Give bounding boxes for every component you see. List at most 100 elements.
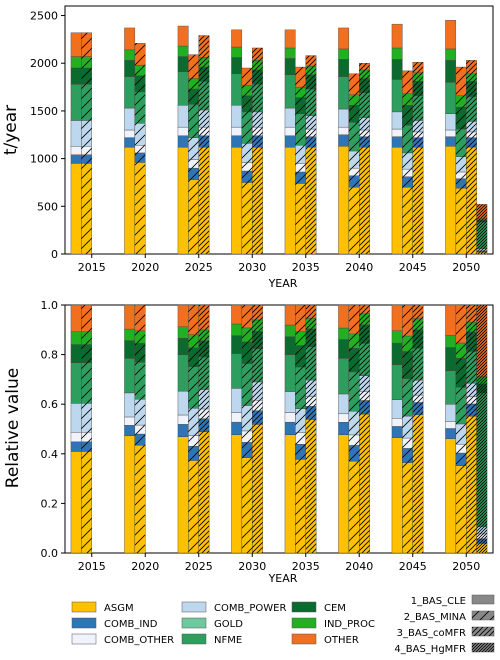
bar-segment-asgm [231,146,243,255]
legend-scenario-hatch [472,643,494,652]
bar-hatch [252,400,263,411]
legend-swatch-ind_proc [291,617,317,629]
bar-hatch [466,403,477,417]
bar-hatch [241,430,253,443]
bar-segment-cem [231,335,243,354]
y-tick-label: 2500 [30,10,58,23]
bar-segment-nfme [231,353,243,389]
bar-hatch [455,305,467,343]
bar-segment-comb_ind [391,426,403,438]
bar-hatch [81,403,92,433]
bar-segment-ind_proc [177,326,189,339]
bar-segment-nfme [284,354,296,392]
x-tick-label: 2015 [78,261,106,274]
legend-scenario-hatch [472,627,494,636]
bar-segment-asgm [124,435,136,554]
bar-segment-other [284,304,296,326]
bar-segment-other [70,304,82,332]
bar-hatch [455,129,467,157]
bar-hatch [198,35,210,58]
bar-segment-comb_power [284,107,296,128]
bar-segment-ind_proc [177,45,189,57]
absolute-emissions-panel: 0 500 1000 1500 2000 2500 2015 2020 2025 2030 2035… [30,5,494,274]
bar-hatch [455,342,467,359]
bar-segment-cem [231,57,243,74]
bar-segment-nfme [338,76,350,110]
bar-segment-asgm [284,146,296,255]
bar-hatch [455,171,467,179]
bar-segment-ind_proc [231,323,243,336]
bar-hatch [466,305,477,323]
legend-label: NFME [214,635,242,646]
x-tick-label: 2030 [238,261,266,274]
bar-segment-cem [284,336,296,355]
bar-hatch [198,340,210,357]
bar-hatch [252,319,263,332]
bar-hatch [198,109,210,128]
x-tick-label: 2035 [292,560,320,573]
legend-label: CEM [324,603,346,614]
legend-label: COMB_IND [104,619,158,630]
bar-hatch [359,63,370,70]
bar-hatch [188,460,199,553]
bar-hatch [348,305,360,334]
bar-segment-cem [177,338,189,356]
bar-segment-asgm [70,451,82,554]
bar-segment-nfme [391,364,403,400]
bar-hatch [412,62,424,73]
bar-hatch [402,462,413,553]
x-tick-label: 2040 [345,261,373,274]
bar-segment-comb_other [124,129,136,138]
bar-segment-cem [445,60,457,83]
bar-hatch [241,68,253,86]
bar-hatch [81,84,92,121]
bar-segment-cem [445,347,457,371]
bar-hatch [455,465,467,553]
bar-hatch [241,182,253,254]
bar-segment-comb_power [284,391,296,413]
bar-hatch [252,84,263,112]
bar-hatch [198,329,210,341]
bar-hatch [81,305,92,332]
bar-hatch [412,318,424,330]
bar-hatch [252,305,263,320]
bar-segment-other [124,27,136,51]
bar-hatch [241,405,253,431]
bar-segment-comb_other [124,416,136,426]
bar-hatch [188,78,199,89]
legend-swatch-nfme [181,633,207,645]
bar-hatch [359,375,370,392]
x-tick-label: 2015 [78,560,106,573]
bar-hatch [252,69,263,85]
bar-segment-other [70,32,82,57]
bar-segment-comb_other [284,412,296,423]
bar-hatch [252,410,263,425]
bar-segment-nfme [124,76,136,109]
bar-segment-comb_other [177,126,189,136]
bar-hatch [412,72,424,82]
bar-segment-ind_proc [391,47,403,60]
bar-segment-cem [391,59,403,80]
bar-hatch [402,152,413,170]
x-tick-label: 2035 [292,261,320,274]
bar-hatch [198,135,210,148]
bar-hatch [295,367,306,409]
bar-segment-ind_proc [391,330,403,344]
bar-hatch [198,418,210,432]
bar-segment-comb_ind [231,135,243,148]
x-tick-label: 2020 [131,560,159,573]
bar-hatch [241,327,253,342]
bar-hatch [476,305,488,377]
bar-hatch [188,88,199,105]
bar-hatch [81,451,92,553]
bar-segment-comb_ind [284,421,296,436]
bar-segment-comb_other [391,128,403,137]
x-tick-label: 2050 [452,261,480,274]
bar-hatch [295,444,306,460]
bar-hatch [476,222,488,249]
bar-segment-comb_power [391,111,403,130]
bar-hatch [348,434,360,446]
bar-hatch [402,187,413,254]
bar-hatch [81,154,92,164]
bar-hatch [188,446,199,461]
